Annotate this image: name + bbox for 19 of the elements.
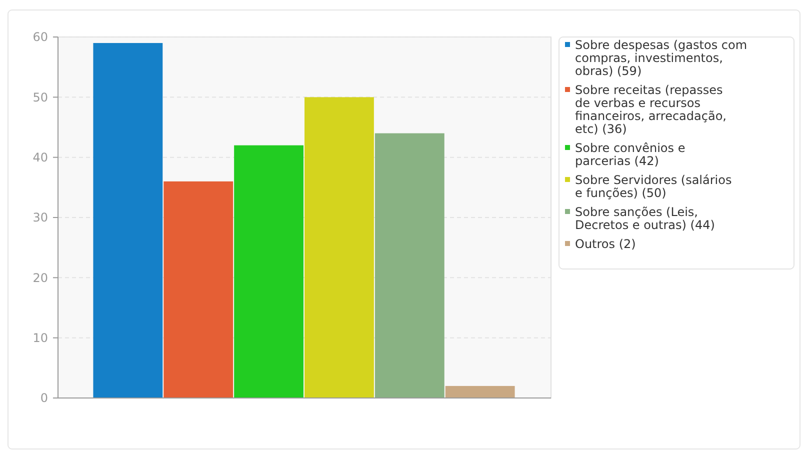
- bar: [445, 386, 515, 398]
- y-tick-label: 50: [32, 90, 48, 104]
- y-tick-label: 40: [32, 150, 48, 165]
- legend-label: Sobre Servidores (salários e funções) (50): [575, 173, 732, 200]
- legend-label: Sobre convênios e parcerias (42): [575, 141, 686, 168]
- y-tick-label: 60: [32, 30, 48, 44]
- bar: [304, 97, 374, 398]
- bar: [234, 145, 304, 398]
- legend-label: Sobre receitas (repasses de verbas e recursos financeiros, arrecadação, etc) (36): [575, 83, 726, 136]
- bar: [374, 133, 444, 398]
- legend-label: Outros (2): [575, 237, 636, 251]
- y-tick-label: 0: [40, 391, 48, 406]
- bar: [93, 43, 163, 398]
- legend-label: Sobre despesas (gastos com compras, investimentos, obras) (59): [575, 38, 748, 78]
- y-tick-label: 10: [32, 331, 48, 346]
- bar: [164, 181, 234, 398]
- y-tick-label: 30: [32, 210, 48, 225]
- legend-label: Sobre sanções (Leis, Decretos e outras) (44): [575, 205, 715, 232]
- y-tick-label: 20: [32, 270, 48, 285]
